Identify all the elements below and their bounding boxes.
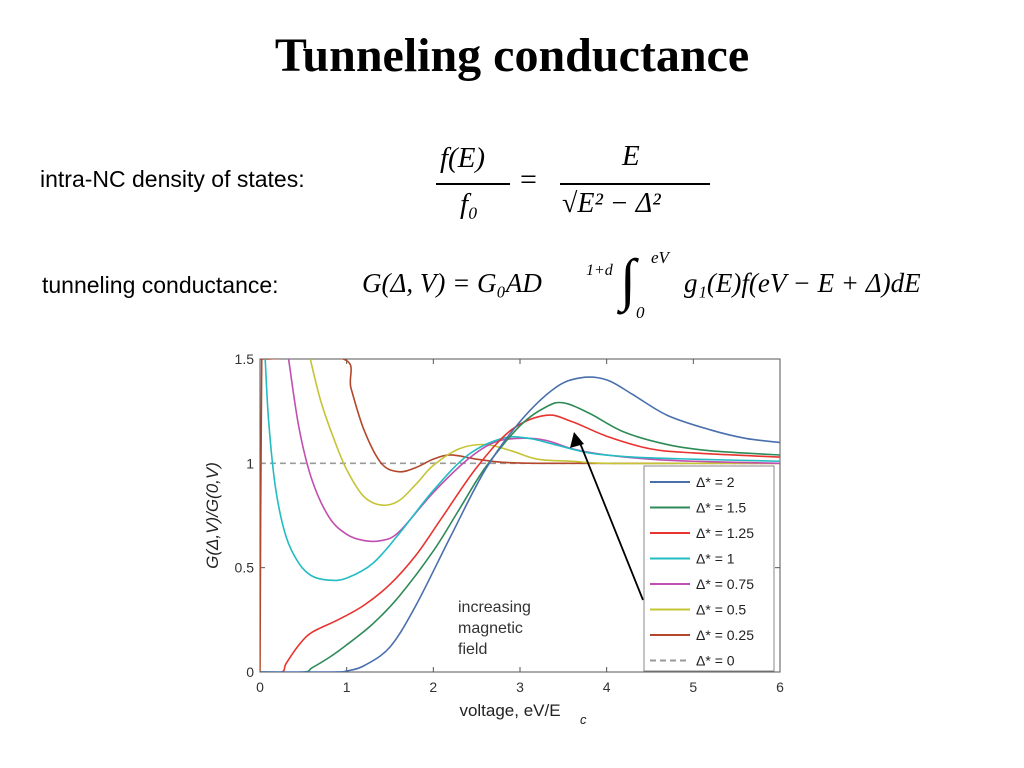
x-tick-label: 0 xyxy=(256,679,264,695)
fraction-bar-right xyxy=(560,183,710,185)
dos-label: intra-NC density of states: xyxy=(40,166,305,192)
y-tick-label: 1 xyxy=(246,455,254,471)
series-line xyxy=(260,414,780,672)
series-line xyxy=(260,376,780,672)
integral-lower-limit: 0 xyxy=(636,303,645,322)
x-tick-label: 5 xyxy=(689,679,697,695)
series-line xyxy=(309,359,780,507)
x-tick-label: 1 xyxy=(343,679,351,695)
dos-denominator-right: √E² − Δ² xyxy=(562,188,661,219)
y-tick-label: 0 xyxy=(246,664,254,680)
integral-sign: ∫ xyxy=(620,247,636,312)
dos-numerator-right: E xyxy=(622,140,640,172)
dos-numerator-left: f(E) xyxy=(440,142,486,174)
slide-title: Tunneling conductance xyxy=(274,29,750,82)
legend-label: Δ* = 2 xyxy=(696,474,735,490)
x-tick-label: 3 xyxy=(516,679,524,695)
tc-rhs: g₁(E)f(eV − E + Δ)dE xyxy=(684,268,921,298)
dos-denominator-left: f₀ xyxy=(460,188,479,220)
plot-area: 0 1 2 3 4 5 6 0 0.5 1 1.5 increasing magnetic field Δ*… xyxy=(203,351,784,727)
annotation-text: magnetic xyxy=(458,620,523,637)
series-line xyxy=(260,401,780,672)
equals-sign: = xyxy=(520,163,537,196)
legend-label: Δ* = 0 xyxy=(696,653,735,669)
x-axis-label-subscript: c xyxy=(580,712,587,727)
y-tick-label: 0.5 xyxy=(235,560,255,576)
annotation-text: increasing xyxy=(458,599,531,616)
legend-label: Δ* = 1 xyxy=(696,551,735,567)
legend-label: Δ* = 1.5 xyxy=(696,500,746,516)
tc-exponent: 1+d xyxy=(586,262,613,279)
conductance-chart: 0 1 2 3 4 5 6 0 0.5 1 1.5 increasing magnetic field Δ*… xyxy=(203,351,784,727)
legend-label: Δ* = 0.5 xyxy=(696,602,746,618)
y-axis-label: G(Δ,V)/G(0,V) xyxy=(203,462,222,569)
annotation-text: field xyxy=(458,641,487,658)
series-line xyxy=(264,359,780,582)
x-tick-label: 4 xyxy=(603,679,611,695)
x-tick-label: 2 xyxy=(429,679,437,695)
fraction-bar-left xyxy=(436,183,510,185)
legend-box xyxy=(643,465,775,672)
legend-label: Δ* = 0.25 xyxy=(696,627,754,643)
annotation-arrow xyxy=(577,437,644,601)
x-tick-label: 6 xyxy=(776,679,784,695)
legend-label: Δ* = 1.25 xyxy=(696,525,754,541)
tc-label: tunneling conductance: xyxy=(42,272,279,298)
tc-lhs: G(Δ, V) = G₀AD xyxy=(362,268,542,298)
integral-upper-limit: eV xyxy=(651,248,669,267)
series-line xyxy=(260,359,780,672)
legend-label: Δ* = 0.75 xyxy=(696,576,754,592)
x-axis-label: voltage, eV/E xyxy=(459,701,560,720)
y-tick-label: 1.5 xyxy=(235,351,255,367)
annotation-arrow-head xyxy=(570,432,584,448)
